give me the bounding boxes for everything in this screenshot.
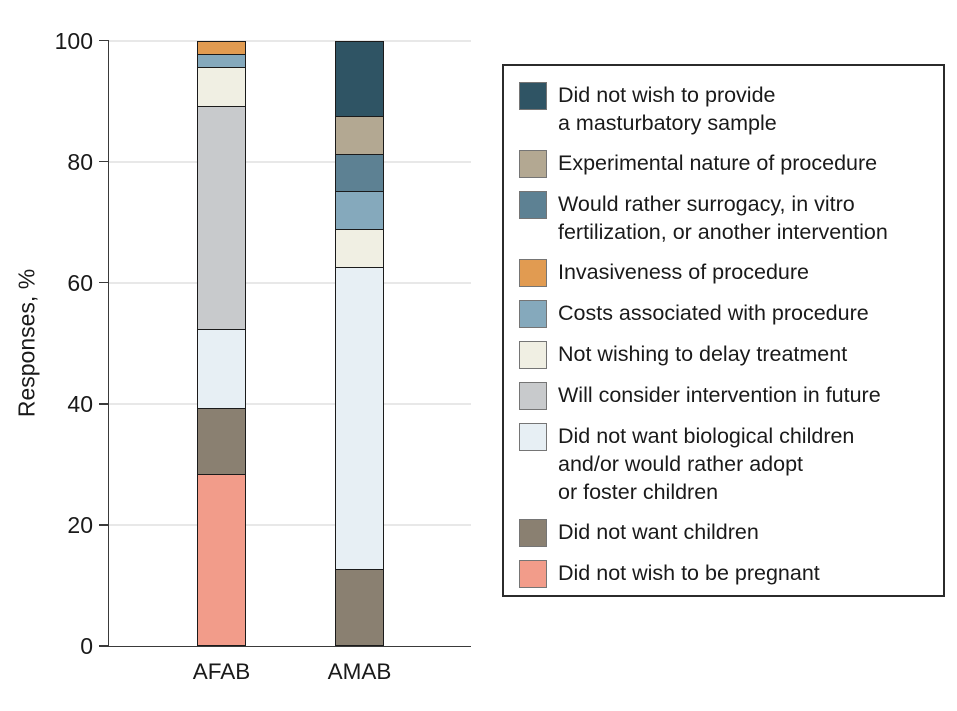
legend-swatch-icon [519, 150, 547, 178]
gridline-100 [109, 39, 471, 42]
legend-item: Not wishing to delay treatment [519, 340, 928, 369]
y-tick-label-60: 60 [67, 269, 93, 296]
legend-item: Costs associated with procedure [519, 299, 928, 328]
legend-label-line: fertilization, or another intervention [558, 220, 888, 244]
y-axis-line [107, 40, 109, 647]
x-category-label-amab: AMAB [327, 659, 392, 684]
legend-item: Experimental nature of procedure [519, 149, 928, 178]
legend-label-line: Invasiveness of procedure [558, 260, 809, 284]
legend-item: Did not want children [519, 518, 928, 547]
x-category-label-afab: AFAB [192, 659, 251, 684]
bar-segment [198, 41, 245, 55]
legend-label: Costs associated with procedure [558, 299, 869, 327]
legend-label: Did not wish to be pregnant [558, 559, 820, 587]
legend-label-line: and/or would rather adopt [558, 452, 804, 476]
bar-segment [198, 107, 245, 330]
legend-swatch-icon [519, 382, 547, 410]
legend-item: Did not wish to be pregnant [519, 559, 928, 588]
bar-segment [198, 68, 245, 108]
bar-segment [336, 192, 383, 231]
y-axis-tick-60 [99, 281, 109, 284]
legend-label: Did not want children [558, 518, 759, 546]
x-axis-line [107, 645, 471, 647]
legend-swatch-icon [519, 519, 547, 547]
legend-swatch-icon [519, 259, 547, 287]
legend-item: Did not wish to provide a masturbatory sa… [519, 81, 928, 137]
bar-segment [336, 230, 383, 268]
legend-swatch-icon [519, 191, 547, 219]
legend-label-line: Did not wish to provide [558, 83, 776, 107]
bar-segment [336, 154, 383, 193]
y-tick-label-80: 80 [67, 148, 93, 175]
bar-afab [197, 40, 246, 646]
gridline-80 [109, 160, 471, 163]
bar-segment [336, 267, 383, 570]
legend-label-line: Experimental nature of procedure [558, 151, 878, 175]
legend-swatch-icon [519, 300, 547, 328]
legend-label-line: Will consider intervention in future [558, 383, 881, 407]
legend-swatch-icon [519, 341, 547, 369]
legend-label-line: Costs associated with procedure [558, 301, 869, 325]
y-axis-tick-0 [99, 645, 109, 647]
bar-amab [335, 40, 384, 646]
legend-swatch-icon [519, 423, 547, 451]
y-tick-label-20: 20 [67, 511, 93, 538]
y-tick-label-100: 100 [54, 27, 93, 54]
y-axis-tick-80 [99, 160, 109, 163]
legend-label-line: Did not want biological children [558, 424, 855, 448]
legend-label: Experimental nature of procedure [558, 149, 877, 177]
legend-label: Will consider intervention in future [558, 381, 881, 409]
y-axis-tick-40 [99, 403, 109, 405]
legend-label: Invasiveness of procedure [558, 258, 809, 286]
bar-segment [198, 54, 245, 69]
legend-label: Did not want biological children and/or w… [558, 422, 854, 506]
gridline-20 [109, 523, 471, 526]
legend-swatch-icon [519, 82, 547, 110]
legend-label-line: a masturbatory sample [558, 111, 777, 135]
legend-box: Did not wish to provide a masturbatory sa… [502, 64, 945, 597]
legend-item: Invasiveness of procedure [519, 258, 928, 287]
y-axis-tick-100 [99, 39, 109, 42]
legend-label: Would rather surrogacy, in vitro fertiliz… [558, 190, 888, 246]
legend-label-line: Did not wish to be pregnant [558, 561, 820, 585]
bar-segment [198, 329, 245, 409]
gridline-40 [109, 402, 471, 405]
legend-label-line: or foster children [558, 480, 719, 504]
legend-label-line: Not wishing to delay treatment [558, 342, 848, 366]
legend-label-line: Would rather surrogacy, in vitro [558, 192, 855, 216]
bar-segment [336, 41, 383, 117]
gridline-60 [109, 281, 471, 284]
legend-label: Not wishing to delay treatment [558, 340, 847, 368]
legend-label-line: Did not want children [558, 520, 759, 544]
bar-segment [336, 116, 383, 155]
bar-segment [198, 408, 245, 475]
legend-label: Did not wish to provide a masturbatory sa… [558, 81, 777, 137]
y-tick-label-0: 0 [80, 633, 93, 659]
legend-item: Would rather surrogacy, in vitro fertiliz… [519, 190, 928, 246]
bar-segment [198, 474, 245, 645]
legend-swatch-icon [519, 560, 547, 588]
y-tick-label-40: 40 [67, 390, 93, 417]
legend-item: Did not want biological children and/or w… [519, 422, 928, 506]
legend-item: Will consider intervention in future [519, 381, 928, 410]
y-axis-tick-20 [99, 524, 109, 526]
bar-segment [336, 569, 383, 645]
